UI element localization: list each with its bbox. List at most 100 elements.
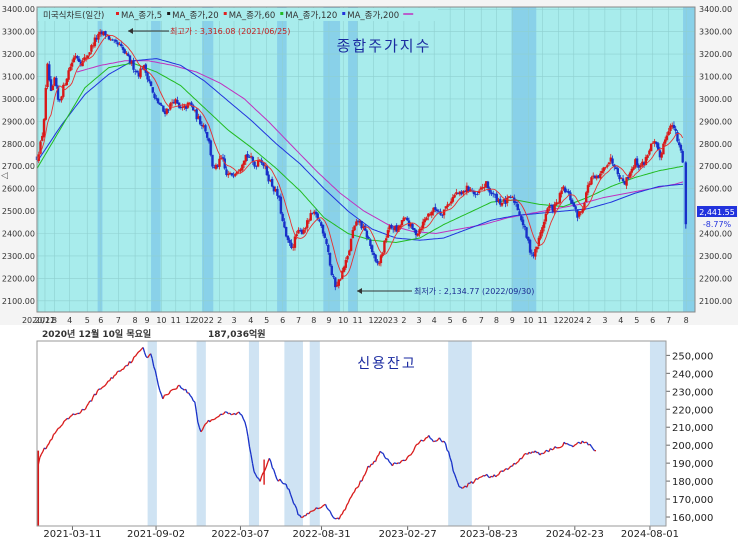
credit-segment (46, 443, 50, 447)
kospi-plot-area[interactable] (37, 7, 695, 312)
credit-segment (515, 462, 518, 465)
credit-segment (103, 385, 106, 388)
candle-body (669, 125, 672, 131)
candle-body (460, 192, 463, 195)
candle-body (676, 132, 679, 142)
credit-segment (507, 467, 510, 470)
credit-segment (289, 493, 293, 499)
candle-body (174, 99, 177, 104)
candle-body (530, 252, 534, 254)
credit-segment (170, 389, 173, 392)
credit-segment (145, 356, 149, 359)
candle-body (523, 225, 526, 228)
candle-body (197, 116, 200, 119)
candle-body (672, 124, 676, 129)
candle-body (439, 211, 442, 215)
credit-segment (388, 461, 392, 464)
candle-body (593, 175, 597, 179)
credit-segment (384, 456, 387, 460)
credit-segment (417, 441, 421, 445)
candle-body (318, 219, 321, 222)
kospi-y-tick-left: 2300.00 (2, 252, 35, 261)
candle-body (111, 39, 114, 41)
credit-segment (346, 502, 349, 506)
candle-body (469, 189, 472, 192)
candle-body (51, 85, 54, 91)
candle-body (195, 109, 198, 120)
credit-segment (435, 439, 439, 442)
credit-x-tick: 2023-08-23 (460, 529, 518, 540)
kospi-x-tick: 3 (52, 316, 57, 325)
ma-short-path (36, 34, 684, 277)
candle-body (313, 211, 316, 214)
candle-body (246, 153, 249, 158)
candle-body (421, 221, 425, 229)
credit-segment (40, 451, 44, 455)
credit-segment (574, 443, 577, 446)
candle-body (206, 131, 209, 138)
credit-segment (362, 474, 366, 477)
credit-segment (338, 515, 342, 520)
credit-segment (59, 425, 62, 429)
candle-body (660, 153, 663, 158)
candle-body (413, 227, 416, 231)
credit-segment (95, 390, 99, 396)
candle-body (188, 102, 191, 104)
candle-body (555, 202, 558, 205)
candle-body (574, 206, 577, 210)
credit-y-tick: 190,000 (672, 459, 713, 470)
credit-segment (162, 395, 165, 400)
candle-body (165, 108, 169, 114)
candle-body (544, 213, 548, 222)
kospi-band (323, 7, 341, 312)
candle-body (55, 77, 58, 87)
kospi-y-tick-right: 3000.00 (699, 95, 732, 104)
credit-segment (248, 446, 252, 455)
credit-segment (475, 478, 478, 480)
chart-name: 미국식차트(일간) (43, 10, 104, 21)
credit-segment (291, 498, 295, 504)
candle-body (462, 190, 465, 194)
candle-body (295, 234, 298, 237)
credit-segment (332, 516, 336, 519)
candle-body (237, 170, 240, 172)
credit-segment (265, 462, 269, 468)
last-price-tag (697, 206, 737, 217)
candle-body (155, 98, 158, 100)
scroll-left-icon[interactable]: ◁ (1, 171, 8, 181)
credit-segment (139, 348, 143, 352)
candle-body (67, 70, 70, 80)
candle-body (465, 185, 469, 193)
candle-body (651, 142, 655, 144)
candle-body (91, 45, 95, 47)
credit-segment (63, 419, 67, 422)
candle-body (611, 158, 614, 164)
credit-plot-area[interactable] (36, 340, 667, 527)
candle-body (635, 158, 639, 166)
candle-body (191, 105, 195, 111)
credit-segment (247, 436, 251, 447)
candle-body (395, 225, 398, 232)
credit-segment (340, 513, 343, 516)
candle-body (625, 177, 628, 186)
credit-segment (466, 482, 470, 488)
ma-long-path (76, 60, 684, 235)
candle-body (344, 260, 348, 268)
credit-segment (245, 427, 249, 437)
credit-segment (500, 470, 503, 473)
candle-body (244, 155, 248, 162)
candle-body (418, 229, 421, 235)
credit-segment (545, 449, 548, 452)
kospi-band (97, 7, 103, 312)
candle-body (576, 209, 579, 218)
candle-body (600, 171, 604, 174)
credit-segment (513, 462, 516, 465)
credit-segment (69, 415, 73, 418)
kospi-x-tick: 2 (401, 316, 406, 325)
candle-body (514, 202, 518, 204)
credit-segment (442, 440, 445, 443)
candle-body (620, 178, 623, 180)
credit-segment (143, 352, 147, 358)
credit-segment (288, 489, 292, 495)
candle-body (434, 207, 437, 210)
